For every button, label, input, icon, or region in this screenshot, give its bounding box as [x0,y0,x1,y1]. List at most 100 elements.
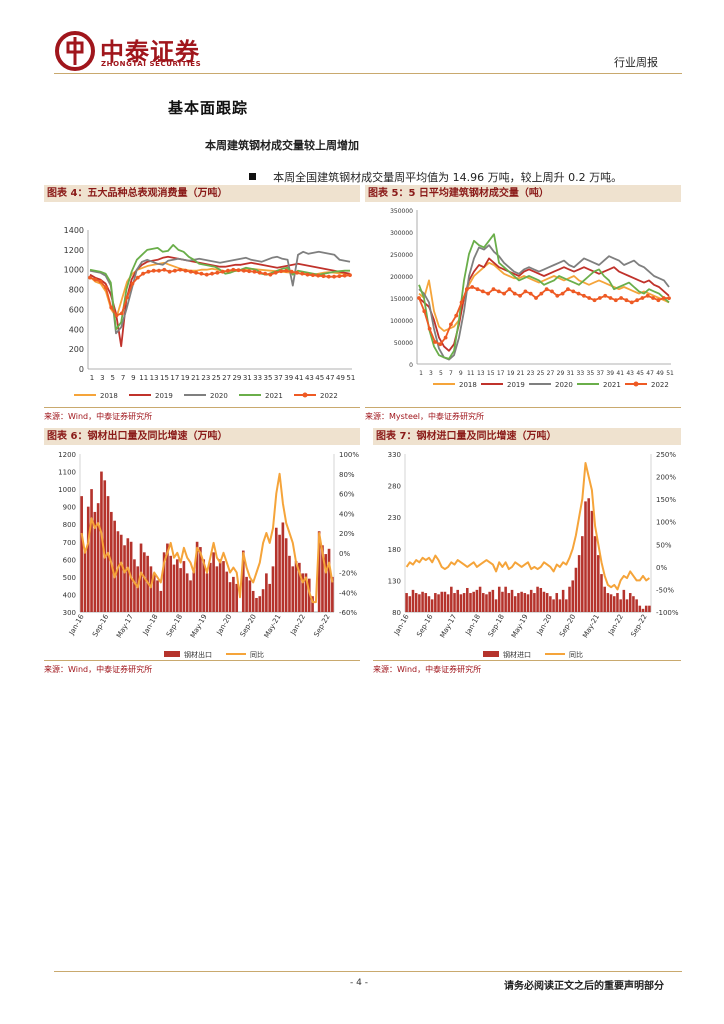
bar-value [255,597,258,612]
bar-value [558,599,562,612]
bar-value [175,559,179,612]
y-right-tick-label: 40% [339,510,355,518]
legend-marker-2022 [633,381,639,387]
bar-value [577,555,581,612]
y-left-tick-label: 80 [392,609,401,617]
bar-value [133,559,136,612]
figure-5-chart: 0 50000 100000 150000 200000 250000 300000 3500… [390,208,674,389]
bar-value [622,589,626,612]
series-point-2022 [226,268,230,273]
bar-value [189,580,192,612]
bar-value [517,593,520,612]
series-point-2022 [645,293,650,298]
bar-value [301,573,304,612]
bar-value [475,589,479,612]
y-right-tick-label: 60% [339,491,355,499]
bar-value [625,599,629,612]
series-point-2022 [215,270,220,275]
legend-swatch-bar [483,651,499,657]
series-point-2022 [438,342,443,347]
bar-value [635,599,638,612]
series-point-2022 [268,272,273,277]
y-right-tick-label: 20% [339,530,355,538]
series-point-2022 [475,287,480,292]
series-point-2022 [576,291,581,296]
bar-value [641,608,645,612]
bar-value [590,510,594,612]
series-point-2022 [326,274,331,279]
legend-marker-2022 [302,392,308,398]
figure-7-title: 图表 7：钢材进口量及同比增速（万吨） [373,428,681,445]
series-line-2019 [418,257,670,352]
series-point-2022 [263,271,268,276]
y-left-tick-label: 230 [388,514,401,522]
bar-value [510,589,514,612]
bar-value [450,586,453,612]
y-right-tick-label: 0% [339,550,350,558]
bar-value [162,552,166,612]
y-right-tick-label: 100% [339,451,359,459]
figure-5-source: 来源：Mysteel，中泰证券研究所 [365,412,485,421]
y-left-tick-label: 1200 [58,451,76,459]
series-point-2022 [300,271,305,276]
series-point-2022 [550,289,554,294]
x-tick-label: 7 [449,370,453,377]
bar-value [281,522,285,612]
x-tick-label: 9 [131,374,135,382]
figure-5-title: 图表 5：5 日平均建筑钢材成交量（吨） [365,185,681,202]
bar-value [225,571,229,612]
series-point-2022 [443,335,448,340]
bar-value [166,543,169,612]
series-point-2022 [534,296,538,300]
brand-name-en: ZHONGTAI SECURITIES [101,60,202,68]
y-tick-label: 150000 [390,296,413,303]
legend-label-2020: 2020 [555,381,573,389]
series-point-2022 [114,313,119,318]
series-point-2022 [656,298,661,303]
bar-value [123,545,126,612]
bar-value [251,590,255,612]
bar-value [485,594,488,612]
figure-6-divider [44,660,360,661]
bar-value [228,582,232,612]
series-point-2022 [273,270,278,275]
x-tick-label: 51 [346,374,355,382]
series-line-2022 [89,268,351,317]
x-tick-label: 3 [429,370,433,377]
bar-value [321,545,324,612]
bar-value [143,552,146,612]
series-point-2022 [417,296,421,300]
bar-value [469,593,472,612]
bar-value [533,593,536,612]
bar-value [466,587,469,612]
x-tick-label: Jan-20 [535,613,554,637]
bar-value [552,599,555,612]
bar-value [156,580,159,612]
series-point-2022 [597,296,602,300]
bar-value [202,559,206,612]
bar-value [405,593,408,612]
bar-value [278,534,281,612]
bar-value [215,566,219,612]
x-tick-label: 5 [439,370,443,377]
series-point-2022 [624,298,629,303]
figure-6-title: 图表 6：钢材出口量及同比增速（万吨） [44,428,360,445]
y-left-tick-label: 280 [388,483,401,491]
x-tick-label: May-21 [581,613,601,639]
x-tick-label: 23 [527,370,535,377]
bar-value [100,471,103,612]
bar-value [434,593,437,612]
series-point-2022 [464,287,469,292]
bar-value [159,590,163,612]
series-point-2022 [231,267,236,272]
bar-value [494,599,498,612]
bar-value [427,596,431,612]
x-tick-label: 45 [636,370,644,377]
x-tick-label: 19 [507,370,515,377]
y-tick-label: 200 [69,345,84,354]
bar-value [291,566,295,612]
legend-label-2019: 2019 [507,381,525,389]
y-right-tick-label: -100% [656,609,679,617]
series-point-2022 [98,279,103,284]
y-right-tick-label: 100% [656,519,676,527]
